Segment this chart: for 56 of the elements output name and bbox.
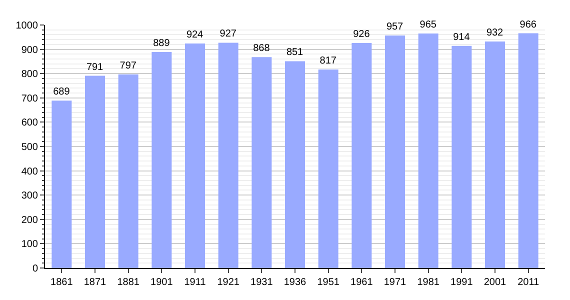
x-tick-label: 2011 bbox=[518, 277, 540, 288]
data-label: 889 bbox=[153, 38, 170, 49]
data-label: 817 bbox=[320, 55, 337, 66]
y-tick-label: 200 bbox=[21, 214, 38, 226]
bar bbox=[385, 35, 405, 268]
data-label: 927 bbox=[220, 28, 237, 40]
x-tick-label: 1951 bbox=[317, 277, 340, 288]
x-tick-label: 1901 bbox=[150, 277, 174, 288]
y-tick-label: 400 bbox=[21, 166, 38, 178]
x-tick-label: 1981 bbox=[417, 277, 440, 288]
bar bbox=[518, 33, 538, 268]
bar bbox=[218, 42, 238, 268]
y-tick-label: 0 bbox=[32, 264, 38, 274]
bar bbox=[252, 57, 272, 268]
x-tick-label: 1931 bbox=[250, 277, 274, 288]
data-label: 914 bbox=[453, 32, 470, 43]
x-tick-label: 1936 bbox=[284, 277, 307, 288]
data-label: 797 bbox=[120, 60, 137, 72]
data-label: 932 bbox=[486, 28, 504, 39]
bar bbox=[352, 42, 372, 268]
x-tick-label: 1921 bbox=[217, 277, 240, 288]
data-label: 966 bbox=[520, 19, 537, 30]
bar bbox=[285, 61, 305, 268]
x-tick-label: 1861 bbox=[50, 277, 74, 288]
bar bbox=[318, 69, 338, 268]
bar bbox=[85, 76, 105, 268]
y-tick-label: 1000 bbox=[16, 20, 38, 32]
x-tick-label: 1881 bbox=[117, 277, 140, 288]
y-tick-label: 100 bbox=[21, 239, 38, 250]
y-tick-label: 900 bbox=[21, 44, 38, 56]
data-label: 957 bbox=[386, 21, 404, 32]
y-tick-label: 600 bbox=[21, 118, 38, 129]
y-tick-label: 800 bbox=[21, 69, 38, 80]
data-label: 868 bbox=[253, 43, 270, 54]
y-tick-label: 500 bbox=[21, 142, 38, 153]
bar bbox=[118, 74, 138, 268]
bar bbox=[452, 46, 472, 268]
x-tick-label: 1971 bbox=[384, 277, 407, 288]
bar bbox=[485, 42, 505, 268]
x-tick-label: 1961 bbox=[350, 277, 374, 288]
x-tick-label: 1991 bbox=[450, 277, 474, 288]
data-label: 689 bbox=[53, 86, 70, 98]
data-label: 926 bbox=[353, 28, 370, 40]
data-label: 851 bbox=[286, 47, 304, 58]
x-tick-label: 1911 bbox=[184, 277, 206, 288]
bar bbox=[185, 43, 205, 268]
bar bbox=[418, 34, 438, 268]
data-label: 965 bbox=[420, 20, 437, 30]
y-tick-label: 700 bbox=[21, 93, 38, 104]
x-tick-label: 2001 bbox=[484, 277, 507, 288]
data-label: 924 bbox=[186, 29, 204, 40]
y-tick-label: 300 bbox=[21, 190, 38, 202]
x-tick-label: 1871 bbox=[84, 277, 107, 288]
bar bbox=[152, 52, 172, 268]
data-label: 791 bbox=[86, 62, 104, 73]
bar bbox=[52, 100, 72, 268]
